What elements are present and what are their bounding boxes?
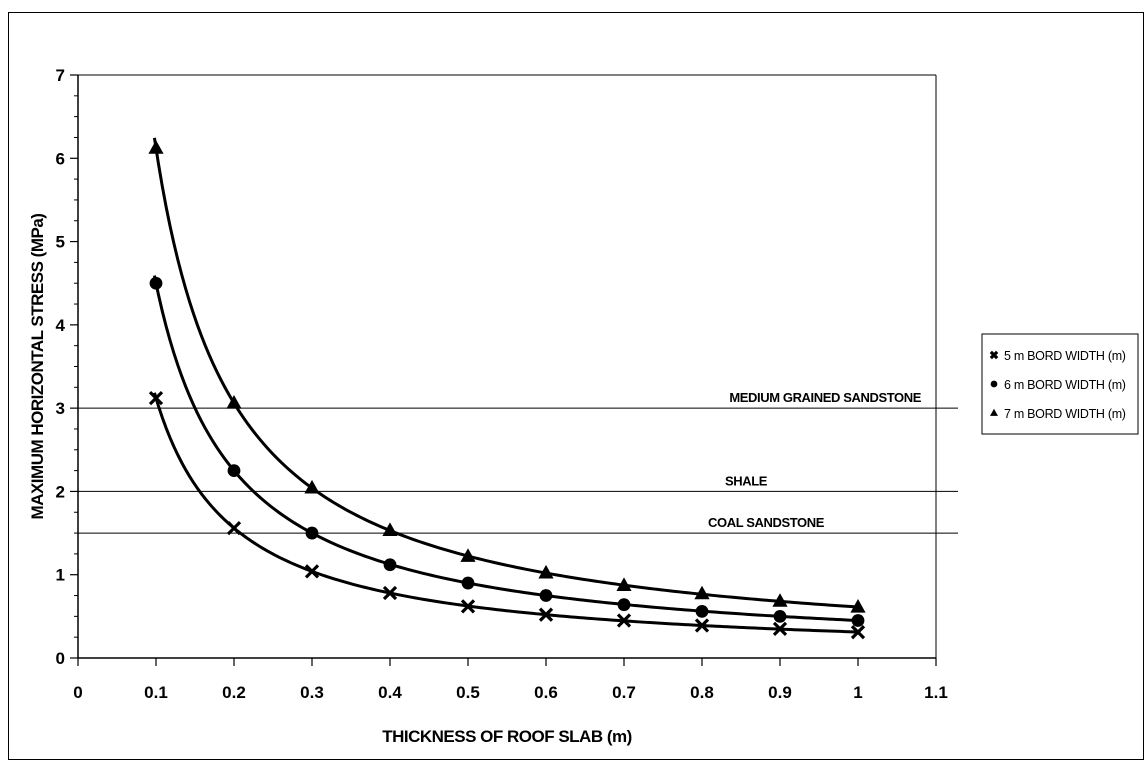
x-marker-stroke: [772, 621, 788, 636]
legend-marker: [989, 350, 999, 360]
data-point: [304, 564, 320, 579]
x-tick-label: 1.1: [924, 683, 948, 702]
y-tick-label: 7: [56, 66, 65, 85]
x-tick-label: 0.6: [534, 683, 558, 702]
y-tick-label: 5: [56, 233, 65, 252]
y-tick-label: 3: [56, 399, 65, 418]
legend: 5 m BORD WIDTH (m) 6 m BORD WIDTH (m) 7 m …: [981, 333, 1139, 435]
reference-lines: MEDIUM GRAINED SANDSTONE SHALE COAL SANDST…: [78, 390, 958, 534]
data-point: [460, 599, 476, 614]
x-tick-label: 1: [853, 683, 862, 702]
x-tick-label: 0.3: [300, 683, 324, 702]
x-marker-stroke: [304, 564, 320, 579]
data-point: [148, 140, 164, 154]
data-point: [148, 391, 164, 406]
data-point: [304, 479, 320, 494]
data-point: [460, 548, 476, 562]
legend-label: 6 m BORD WIDTH (m): [1004, 378, 1126, 392]
trend-curve: [153, 392, 857, 634]
legend-marker: [990, 380, 998, 388]
y-tick-label: 0: [56, 649, 65, 668]
y-axis-title: MAXIMUM HORIZONTAL STRESS (MPa): [28, 214, 47, 520]
data-markers: [148, 140, 866, 640]
chart-frame: [8, 12, 1144, 760]
reference-line-label: MEDIUM GRAINED SANDSTONE: [729, 390, 921, 405]
x-marker-stroke: [460, 599, 476, 614]
x-tick-label: 0: [73, 683, 82, 702]
data-point: [226, 394, 242, 409]
x-tick-label: 0.9: [768, 683, 792, 702]
legend-label: 5 m BORD WIDTH (m): [1004, 349, 1126, 363]
data-point: [383, 558, 397, 572]
y-tick-label: 1: [56, 566, 65, 585]
x-tick-label: 0.1: [144, 683, 168, 702]
y-tick-label: 6: [56, 149, 65, 168]
data-point: [617, 598, 631, 612]
x-marker-stroke: [148, 391, 164, 406]
data-point: [851, 614, 865, 627]
data-point: [772, 593, 788, 607]
x-tick-label: 0.7: [612, 683, 636, 702]
reference-line-label: COAL SANDSTONE: [708, 515, 825, 530]
x-marker-stroke: [616, 613, 632, 628]
data-point: [382, 522, 398, 537]
legend-marker: [990, 408, 998, 416]
data-point: [539, 589, 553, 602]
data-point: [538, 607, 554, 622]
trend-curve: [152, 137, 857, 609]
axes: 0 1 2 3 4 5 6 7 0 0.1 0.2 0.3 0.4 0.5 0.6 0.7 0.8 0.9 1 1.1: [56, 66, 948, 702]
x-tick-label: 0.5: [456, 683, 480, 702]
legend-label: 7 m BORD WIDTH (m): [1004, 407, 1126, 421]
data-point: [538, 564, 554, 579]
trend-curve: [152, 275, 857, 622]
x-marker-stroke: [538, 607, 554, 622]
data-point: [616, 613, 632, 628]
data-point: [616, 577, 632, 591]
x-tick-label: 0.2: [222, 683, 246, 702]
reference-line-label: SHALE: [725, 473, 768, 488]
data-point: [850, 625, 866, 640]
data-point: [461, 576, 475, 590]
x-marker-stroke: [850, 625, 866, 640]
data-point: [695, 604, 709, 618]
data-point: [694, 585, 710, 600]
x-marker-stroke: [382, 585, 398, 601]
data-point: [382, 585, 398, 601]
data-point: [773, 609, 787, 623]
data-point: [227, 464, 241, 478]
x-axis-title: THICKNESS OF ROOF SLAB (m): [382, 727, 632, 746]
x-tick-label: 0.4: [378, 683, 402, 702]
x-marker-stroke: [694, 618, 710, 633]
x-marker-stroke: [226, 520, 242, 536]
data-point: [772, 621, 788, 636]
axis-labels: THICKNESS OF ROOF SLAB (m) MAXIMUM HORIZO…: [28, 214, 632, 746]
data-point: [305, 526, 319, 540]
y-tick-label: 2: [56, 482, 65, 501]
y-tick-label: 4: [56, 316, 66, 335]
x-marker-stroke: [989, 350, 999, 360]
data-point: [149, 276, 163, 290]
trend-curves: [152, 137, 857, 634]
data-point: [694, 618, 710, 633]
data-point: [226, 520, 242, 536]
x-tick-label: 0.8: [690, 683, 714, 702]
legend-box: [981, 333, 1139, 435]
data-point: [850, 599, 866, 613]
